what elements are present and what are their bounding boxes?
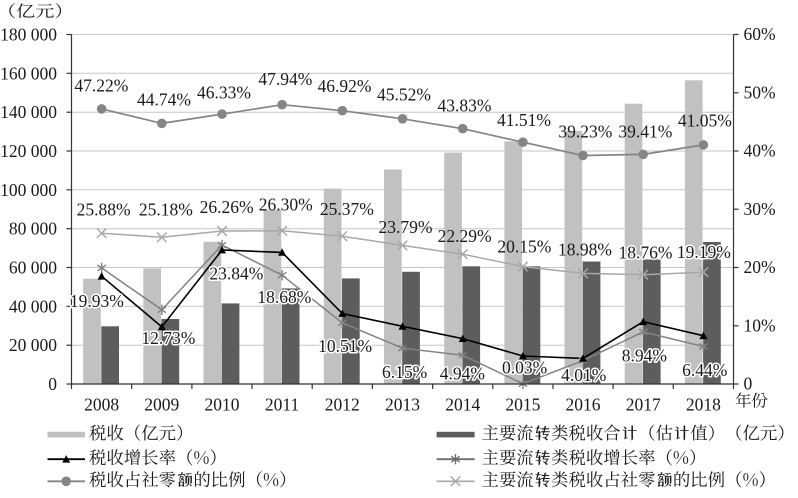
svg-text:100 000: 100 000 xyxy=(0,180,57,200)
svg-text:47.22%: 47.22% xyxy=(74,75,128,95)
svg-text:2008: 2008 xyxy=(84,395,119,415)
svg-text:10.51%: 10.51% xyxy=(318,336,372,356)
svg-text:2010: 2010 xyxy=(205,395,240,415)
svg-text:18.76%: 18.76% xyxy=(619,243,673,263)
svg-text:18.68%: 18.68% xyxy=(257,287,311,307)
svg-text:8.94%: 8.94% xyxy=(622,345,667,365)
svg-text:22.29%: 22.29% xyxy=(438,226,492,246)
svg-text:44.74%: 44.74% xyxy=(137,89,191,109)
svg-text:23.84%: 23.84% xyxy=(209,264,263,284)
svg-text:19.19%: 19.19% xyxy=(677,242,731,262)
svg-text:6.44%: 6.44% xyxy=(682,360,727,380)
svg-text:12.73%: 12.73% xyxy=(141,328,195,348)
svg-text:2018: 2018 xyxy=(686,395,721,415)
svg-text:19.93%: 19.93% xyxy=(70,291,124,311)
svg-text:20 000: 20 000 xyxy=(9,335,57,355)
svg-text:18.98%: 18.98% xyxy=(558,240,612,260)
svg-text:60%: 60% xyxy=(744,24,776,44)
svg-text:41.51%: 41.51% xyxy=(497,110,551,130)
svg-text:25.37%: 25.37% xyxy=(320,199,374,219)
svg-text:39.23%: 39.23% xyxy=(558,121,612,141)
svg-text:20%: 20% xyxy=(744,257,776,277)
svg-text:43.83%: 43.83% xyxy=(438,96,492,116)
svg-text:46.92%: 46.92% xyxy=(318,76,372,96)
svg-text:40%: 40% xyxy=(744,141,776,161)
svg-text:20.15%: 20.15% xyxy=(497,237,551,257)
svg-text:23.79%: 23.79% xyxy=(379,217,433,237)
svg-text:2012: 2012 xyxy=(325,395,360,415)
svg-text:40 000: 40 000 xyxy=(9,296,57,316)
svg-text:0: 0 xyxy=(48,374,57,394)
svg-text:2011: 2011 xyxy=(265,395,299,415)
svg-text:46.33%: 46.33% xyxy=(197,82,251,102)
svg-text:2016: 2016 xyxy=(566,395,601,415)
svg-text:180 000: 180 000 xyxy=(0,25,57,45)
svg-text:160 000: 160 000 xyxy=(0,63,57,83)
svg-text:30%: 30% xyxy=(744,199,776,219)
svg-text:26.26%: 26.26% xyxy=(200,197,254,217)
svg-text:2017: 2017 xyxy=(626,395,661,415)
svg-text:4.01%: 4.01% xyxy=(561,365,606,385)
svg-text:4.94%: 4.94% xyxy=(440,363,485,383)
svg-text:0.03%: 0.03% xyxy=(502,358,547,378)
svg-text:140 000: 140 000 xyxy=(0,102,57,122)
svg-text:2014: 2014 xyxy=(445,395,480,415)
svg-text:26.30%: 26.30% xyxy=(259,195,313,215)
svg-text:60 000: 60 000 xyxy=(9,258,57,278)
svg-text:39.41%: 39.41% xyxy=(618,121,672,141)
svg-text:10%: 10% xyxy=(744,315,776,335)
svg-text:45.52%: 45.52% xyxy=(377,85,431,105)
svg-text:80 000: 80 000 xyxy=(9,219,57,239)
svg-text:50%: 50% xyxy=(744,83,776,103)
svg-text:25.88%: 25.88% xyxy=(77,200,131,220)
svg-text:120 000: 120 000 xyxy=(0,141,57,161)
svg-text:6.15%: 6.15% xyxy=(382,362,427,382)
svg-text:0: 0 xyxy=(744,374,753,394)
svg-text:25.18%: 25.18% xyxy=(139,200,193,220)
svg-text:2009: 2009 xyxy=(144,395,179,415)
svg-text:2013: 2013 xyxy=(385,395,420,415)
svg-text:47.94%: 47.94% xyxy=(258,69,312,89)
svg-text:41.05%: 41.05% xyxy=(678,110,732,130)
svg-text:2015: 2015 xyxy=(505,395,540,415)
